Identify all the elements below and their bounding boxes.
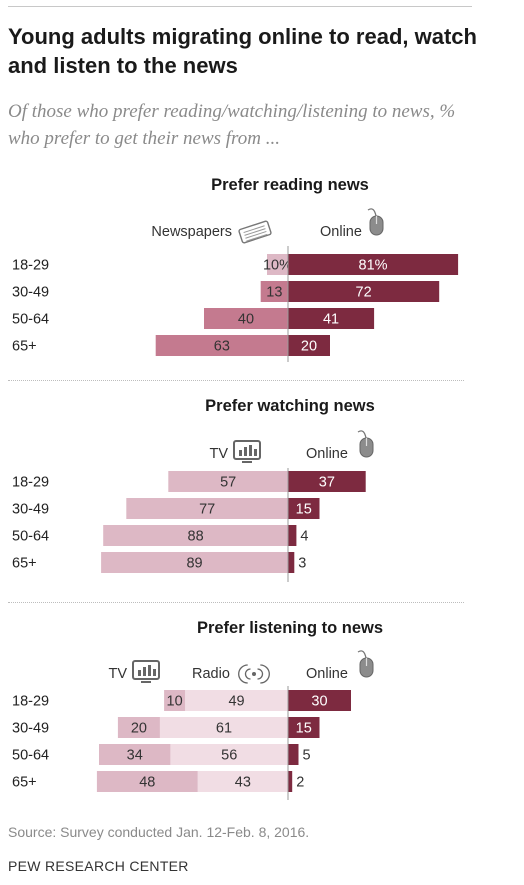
chart-title: Young adults migrating online to read, w… — [8, 24, 477, 78]
value-label: 13 — [266, 285, 282, 301]
chart-subtitle: Of those who prefer reading/watching/lis… — [8, 101, 456, 149]
bar-radio — [170, 744, 288, 765]
value-label: 34 — [127, 748, 143, 764]
tv-icon — [132, 660, 160, 683]
bar-radio — [159, 717, 288, 738]
value-label: 10% — [263, 258, 292, 274]
value-label: 89 — [186, 556, 202, 572]
category-label: 18-29 — [12, 258, 49, 274]
value-label: 48 — [139, 775, 155, 791]
panel-title-reading: Prefer reading news — [211, 176, 369, 194]
value-label: 56 — [221, 748, 237, 764]
bar-radio — [197, 771, 288, 792]
value-label: 20 — [131, 721, 147, 737]
mouse-icon — [367, 208, 384, 236]
legend-label: TV — [108, 666, 127, 682]
category-label: 50-64 — [12, 529, 49, 545]
bar-newspapers — [260, 281, 288, 302]
value-label: 15 — [296, 721, 312, 737]
tv-icon — [233, 440, 261, 463]
bar-online — [288, 744, 299, 765]
bar-tv — [99, 744, 171, 765]
bar-online — [288, 717, 320, 738]
value-label: 3 — [298, 556, 306, 572]
legend-label: Newspapers — [151, 224, 232, 240]
value-label: 57 — [220, 475, 236, 491]
value-label: 4 — [300, 529, 308, 545]
category-label: 18-29 — [12, 475, 49, 491]
category-label: 65+ — [12, 556, 37, 572]
category-label: 30-49 — [12, 721, 49, 737]
legend-label: Online — [306, 666, 348, 682]
bar-newspapers — [204, 308, 288, 329]
bar-tv — [101, 552, 288, 573]
value-label: 37 — [319, 475, 335, 491]
value-label: 49 — [228, 694, 244, 710]
source-note: Source: Survey conducted Jan. 12-Feb. 8,… — [8, 824, 310, 840]
legend-label: Online — [306, 446, 348, 462]
category-label: 30-49 — [12, 285, 49, 301]
category-label: 65+ — [12, 339, 37, 355]
value-label: 72 — [356, 285, 372, 301]
bar-online — [288, 771, 293, 792]
value-label: 88 — [188, 529, 204, 545]
category-label: 65+ — [12, 775, 37, 791]
panel-divider — [8, 380, 464, 381]
value-label: 30 — [311, 694, 327, 710]
value-label: 63 — [214, 339, 230, 355]
mouse-icon — [357, 650, 374, 678]
legend-label: Online — [320, 224, 362, 240]
bar-online — [288, 471, 366, 492]
value-label: 20 — [301, 339, 317, 355]
panel-title-watching: Prefer watching news — [205, 397, 375, 415]
bar-online — [288, 308, 375, 329]
category-label: 30-49 — [12, 502, 49, 518]
value-label: 77 — [199, 502, 215, 518]
bar-tv — [168, 471, 288, 492]
value-label: 15 — [296, 502, 312, 518]
bar-newspapers — [267, 254, 288, 275]
radio-icon — [238, 664, 270, 684]
bar-online — [288, 498, 320, 519]
panel-divider — [8, 602, 464, 603]
value-label: 5 — [303, 748, 311, 764]
bar-tv — [126, 498, 288, 519]
bar-newspapers — [155, 335, 288, 356]
bar-tv — [96, 771, 198, 792]
legend-label: Radio — [192, 666, 230, 682]
value-label: 61 — [216, 721, 232, 737]
legend-label: TV — [209, 446, 228, 462]
newspaper-icon — [238, 220, 272, 244]
category-label: 50-64 — [12, 748, 49, 764]
category-label: 50-64 — [12, 312, 49, 328]
value-label: 81% — [359, 258, 388, 274]
bar-online — [288, 552, 295, 573]
value-label: 40 — [238, 312, 254, 328]
bar-online — [288, 254, 459, 275]
bar-online — [288, 690, 351, 711]
mouse-icon — [357, 430, 374, 458]
bar-tv — [103, 525, 288, 546]
panel-title-listening: Prefer listening to news — [196, 619, 384, 637]
bar-radio — [185, 690, 288, 711]
bar-tv — [117, 717, 160, 738]
bar-online — [288, 281, 440, 302]
top-rule — [8, 6, 472, 7]
value-label: 41 — [323, 312, 339, 328]
value-label: 2 — [296, 775, 304, 791]
value-label: 43 — [235, 775, 251, 791]
value-label: 10 — [167, 694, 183, 710]
bar-online — [288, 335, 330, 356]
bar-tv — [164, 690, 186, 711]
category-label: 18-29 — [12, 694, 49, 710]
bar-online — [288, 525, 297, 546]
organization-name: PEW RESEARCH CENTER — [8, 858, 189, 874]
